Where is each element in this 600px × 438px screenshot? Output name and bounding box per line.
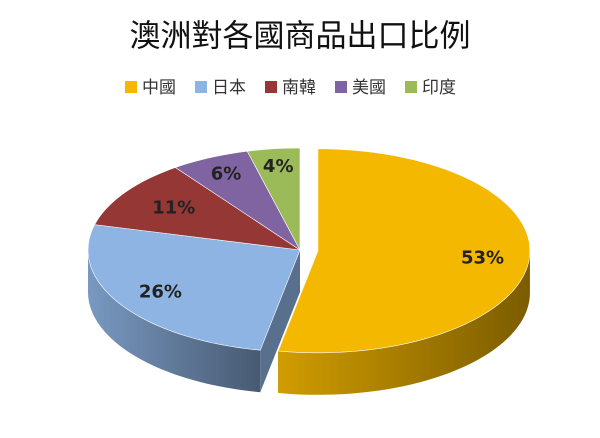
- legend-label: 日本: [212, 78, 246, 98]
- slice-side: [278, 250, 530, 395]
- value-label: 53%: [461, 247, 504, 268]
- legend-label: 中國: [142, 78, 176, 98]
- slice-side: [88, 250, 261, 393]
- legend-label: 印度: [422, 78, 456, 98]
- legend-swatch: [405, 81, 417, 93]
- legend-label: 美國: [352, 78, 386, 98]
- value-label: 6%: [211, 163, 242, 184]
- legend-label: 南韓: [282, 78, 316, 98]
- value-label: 26%: [139, 282, 182, 303]
- legend-swatch: [195, 81, 207, 93]
- slice: [87, 224, 301, 351]
- slice: [174, 150, 301, 251]
- legend-swatch: [335, 81, 347, 93]
- slice: [277, 148, 531, 354]
- slice: [246, 147, 301, 251]
- slice-cut-face: [260, 250, 300, 393]
- slice: [94, 167, 301, 251]
- value-label: 4%: [263, 156, 294, 177]
- chart-title: 澳洲對各國商品出口比例: [130, 19, 471, 55]
- legend-swatch: [265, 81, 277, 93]
- legend: 中國 日本 南韓 美國 印度: [125, 78, 456, 98]
- pie: 53% 26% 11% 6% 4%: [87, 147, 531, 395]
- legend-swatch: [125, 81, 137, 93]
- value-label: 11%: [152, 198, 195, 219]
